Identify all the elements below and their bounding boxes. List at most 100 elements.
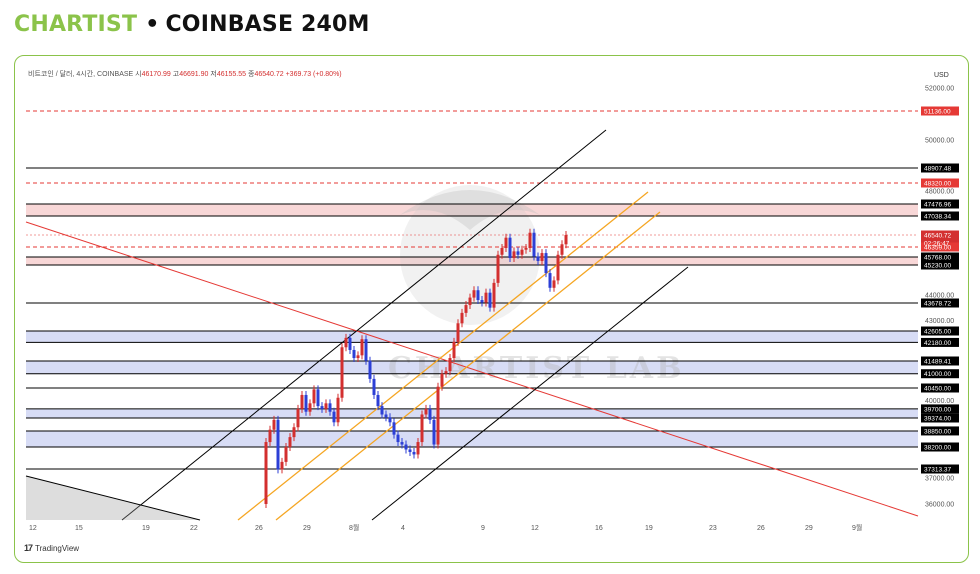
zone-blue-4 xyxy=(26,408,918,418)
level-label-41489.41: 41489.41 xyxy=(924,359,951,366)
level-label-bg-47038.34 xyxy=(921,211,959,221)
title-separator: • xyxy=(145,11,160,37)
candle-body xyxy=(288,437,292,447)
candle-body xyxy=(328,403,332,412)
candle-body xyxy=(440,373,444,387)
channel-orange-lower xyxy=(275,211,661,521)
currency-label: USD xyxy=(934,72,949,79)
time-tick-2: 19 xyxy=(142,525,150,532)
candle-body xyxy=(356,355,360,359)
candle-body xyxy=(348,337,352,350)
level-label-bg-40450.00 xyxy=(921,383,959,393)
zone-blue-3 xyxy=(26,361,918,374)
level-label-41000.00: 41000.00 xyxy=(924,371,951,378)
candle-body xyxy=(280,461,284,470)
channel-black-lower xyxy=(371,266,689,521)
candle-body xyxy=(424,408,428,415)
time-tick-3: 22 xyxy=(190,525,198,532)
candle-body xyxy=(508,237,512,259)
watermark-text: CHARTIST LAB xyxy=(388,351,684,386)
candle-body xyxy=(540,253,544,261)
level-label-bg-42180.00 xyxy=(921,337,959,347)
candle-body xyxy=(300,394,304,409)
time-tick-6: 8월 xyxy=(349,523,359,532)
candle-body xyxy=(372,378,376,395)
candle-body xyxy=(548,273,552,288)
level-label-bg-48907.48 xyxy=(921,163,959,173)
candle-body xyxy=(308,403,312,412)
time-tick-10: 16 xyxy=(595,525,603,532)
change-value: +369.73 (+0.80%) xyxy=(285,71,342,78)
zone-pink-0 xyxy=(26,204,918,216)
candle-body xyxy=(268,429,272,443)
price-tick-52000: 52000.00 xyxy=(925,86,954,93)
candle-body xyxy=(412,451,416,455)
low-value: 46155.55 xyxy=(216,71,247,78)
candle-body xyxy=(492,282,496,308)
time-tick-11: 19 xyxy=(645,525,653,532)
candle-body xyxy=(336,397,340,423)
trendline-black-wedge xyxy=(25,475,201,521)
low-label: 저 xyxy=(210,71,217,78)
candle-body xyxy=(360,339,364,356)
level-label-40450.00: 40450.00 xyxy=(924,386,951,393)
candle-body xyxy=(452,341,456,359)
candle-body xyxy=(480,300,484,303)
level-label-37313.37: 37313.37 xyxy=(924,467,951,474)
level-label-42180.00: 42180.00 xyxy=(924,340,951,347)
candle-body xyxy=(320,406,324,409)
candle-body xyxy=(312,389,316,404)
page-header: CHARTIST • COINBASE 240M xyxy=(14,8,370,40)
candle-body xyxy=(344,337,348,348)
level-label-bg-46359.00 xyxy=(921,242,959,252)
level-label-42605.00: 42605.00 xyxy=(924,329,951,336)
level-label-47038.34: 47038.34 xyxy=(924,214,951,221)
candle-body xyxy=(400,442,404,445)
candle-body xyxy=(536,256,540,261)
candle-body xyxy=(432,419,436,445)
candle-body xyxy=(496,254,500,283)
level-label-38200.00: 38200.00 xyxy=(924,445,951,452)
candle-body xyxy=(560,244,564,255)
price-countdown: 02:26:47 xyxy=(924,241,950,248)
candle-body xyxy=(404,444,408,450)
trendlines xyxy=(25,129,919,521)
candle-body xyxy=(428,408,432,420)
zone-pink-1 xyxy=(26,257,918,265)
close-value: 46540.72 xyxy=(254,71,284,78)
price-tick-44000: 44000.00 xyxy=(925,293,954,300)
level-label-47476.96: 47476.96 xyxy=(924,202,951,209)
candle-body xyxy=(292,427,296,438)
level-label-bg-39700.00 xyxy=(921,404,959,414)
candle-body xyxy=(284,447,288,462)
watermark-logo: CHARTIST LAB xyxy=(388,185,684,386)
candle-body xyxy=(552,280,556,288)
zone-blue-2 xyxy=(26,331,918,343)
candle-body xyxy=(544,253,548,274)
level-label-bg-38850.00 xyxy=(921,426,959,436)
level-label-39374.00: 39374.00 xyxy=(924,416,951,423)
level-label-bg-41489.41 xyxy=(921,356,959,366)
channel-orange-upper xyxy=(237,191,649,521)
close-label: 종 xyxy=(247,71,255,78)
price-tick-37000: 37000.00 xyxy=(925,476,954,483)
level-label-bg-43678.72 xyxy=(921,298,959,308)
level-label-45768.00: 45768.00 xyxy=(924,255,951,262)
level-label-bg-38200.00 xyxy=(921,442,959,452)
level-label-bg-51136.00 xyxy=(921,106,959,116)
candle-body xyxy=(316,389,320,407)
candle-body xyxy=(368,360,372,379)
candle-body xyxy=(512,251,516,259)
time-tick-0: 12 xyxy=(29,525,37,532)
channel-black-upper xyxy=(121,129,607,521)
candle-body xyxy=(352,349,356,359)
symbol-pair: 비트코인 / 달러, 4시간, COINBASE xyxy=(28,71,134,78)
candle-body xyxy=(468,297,472,306)
high-value: 46691.90 xyxy=(179,71,209,78)
candle-body xyxy=(564,235,568,245)
candle-body xyxy=(364,339,368,361)
tradingview-logo[interactable]: 17 TradingView xyxy=(24,543,79,553)
candle-body xyxy=(556,254,560,281)
time-tick-9: 12 xyxy=(531,525,539,532)
